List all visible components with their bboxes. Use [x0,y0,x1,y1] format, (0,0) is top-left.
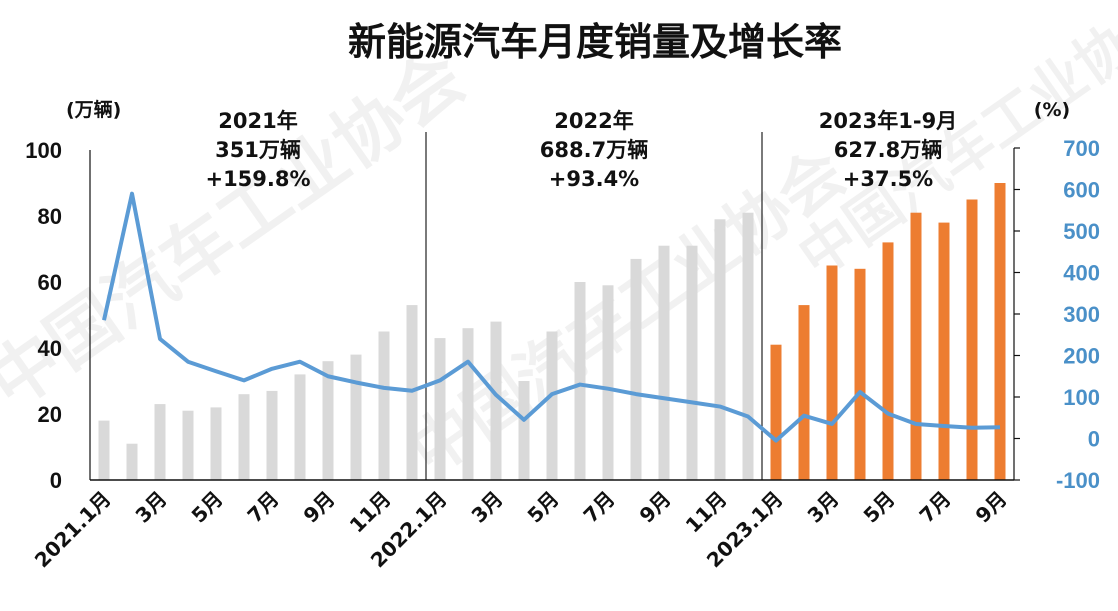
x-tick-label: 7月 [579,487,620,528]
period-year: 2021年 [218,109,297,133]
left-tick-label: 40 [38,336,62,361]
period-annotation: 2022年 688.7万辆 +93.4% [540,109,648,191]
x-tick-label: 5月 [187,487,228,528]
period-dividers [425,132,763,480]
sales-bar [322,361,334,480]
period-total: 688.7万辆 [540,138,648,162]
growth-line-series [102,191,1001,443]
x-tick-label: 3月 [131,487,172,528]
left-tick-label: 60 [38,270,62,295]
sales-bar [826,265,838,480]
right-axis-unit: (%) [1034,99,1070,121]
period-total: 627.8万辆 [834,138,942,162]
left-tick-label: 80 [38,204,62,229]
sales-bar [490,321,502,480]
left-tick-label: 0 [50,468,62,493]
period-growth: +37.5% [843,167,933,191]
sales-bar [854,268,866,480]
sales-bar [630,258,642,480]
sales-bar [238,394,250,480]
period-total: 351万辆 [215,138,301,162]
period-annotation: 2021年 351万辆 +159.8% [205,109,310,191]
right-tick-label: 0 [1088,427,1100,452]
left-tick-label: 20 [38,402,62,427]
x-tick-label: 9月 [299,487,340,528]
sales-bar [546,331,558,480]
x-tick-label: 7月 [243,487,284,528]
left-axis-unit: (万辆) [66,98,121,121]
sales-bar [378,331,390,480]
sales-bar [882,242,894,480]
sales-bar [350,354,362,480]
x-tick-label: 3月 [467,487,508,528]
period-year: 2023年1-9月 [819,109,957,133]
right-tick-label: -100 [1056,468,1100,493]
sales-bar [602,285,614,480]
sales-bar [462,328,474,480]
sales-bar [154,404,166,480]
sales-bar [714,219,726,481]
x-tick-label: 2021.1月 [30,487,116,573]
x-tick-label: 7月 [915,487,956,528]
sales-bar [994,183,1006,480]
sales-bar [518,381,530,480]
x-tick-label: 9月 [971,487,1012,528]
sales-bar [770,344,782,480]
sales-bar [98,420,110,480]
sales-bar [182,410,194,480]
sales-bars [98,183,1006,481]
x-tick-label: 9月 [635,487,676,528]
sales-bar [910,212,922,480]
sales-bar [294,374,306,480]
x-tick-label: 3月 [803,487,844,528]
period-growth: +159.8% [205,167,310,191]
right-tick-label: 200 [1063,344,1100,369]
sales-bar [742,212,754,480]
chart-title: 新能源汽车月度销量及增长率 [348,20,842,64]
period-annotation: 2023年1-9月 627.8万辆 +37.5% [819,109,957,191]
right-tick-label: 100 [1063,385,1100,410]
axes [89,148,1015,481]
right-tick-label: 500 [1063,219,1100,244]
sales-bar [266,390,278,480]
sales-bar [210,407,222,480]
sales-bar [658,245,670,480]
sales-bar [938,222,950,480]
right-tick-label: 600 [1063,178,1100,203]
period-growth: +93.4% [549,167,639,191]
left-axis: 0 20 40 60 80 100 [25,138,62,493]
x-tick-label: 5月 [523,487,564,528]
right-tick-label: 400 [1063,261,1100,286]
sales-bar [574,282,586,480]
x-tick-label: 5月 [859,487,900,528]
sales-bar [126,443,138,480]
period-year: 2022年 [554,109,633,133]
period-annotations: 2021年 351万辆 +159.8% 2022年 688.7万辆 +93.4% 2023年… [205,109,957,191]
sales-bar [686,245,698,480]
right-tick-label: 300 [1063,302,1100,327]
x-tick-label: 11月 [681,487,732,538]
right-tick-label: 700 [1063,136,1100,161]
sales-bar [966,199,978,480]
left-tick-label: 100 [25,138,62,163]
x-tick-label: 11月 [345,487,396,538]
sales-bar [434,338,446,480]
sales-bar [798,305,810,480]
right-axis: -100 0 100 200 300 400 500 600 700 [1014,136,1100,493]
